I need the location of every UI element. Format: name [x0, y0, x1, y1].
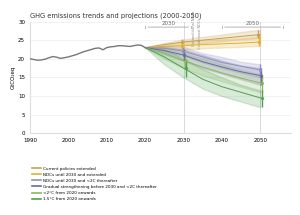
Text: 2030: 2030: [161, 21, 175, 26]
Text: GHG emissions trends and projections (2000-2050): GHG emissions trends and projections (20…: [30, 12, 202, 19]
Text: Conditional NDCs: Conditional NDCs: [198, 18, 202, 49]
Text: Unconditional NDCs: Unconditional NDCs: [192, 10, 196, 46]
Text: 2050: 2050: [246, 21, 260, 26]
Y-axis label: GtCO₂eq: GtCO₂eq: [11, 66, 15, 89]
Legend: Current policies extended, NDCs until 2030 and extended, NDCs until 2030 and <2C: Current policies extended, NDCs until 20…: [32, 167, 157, 201]
